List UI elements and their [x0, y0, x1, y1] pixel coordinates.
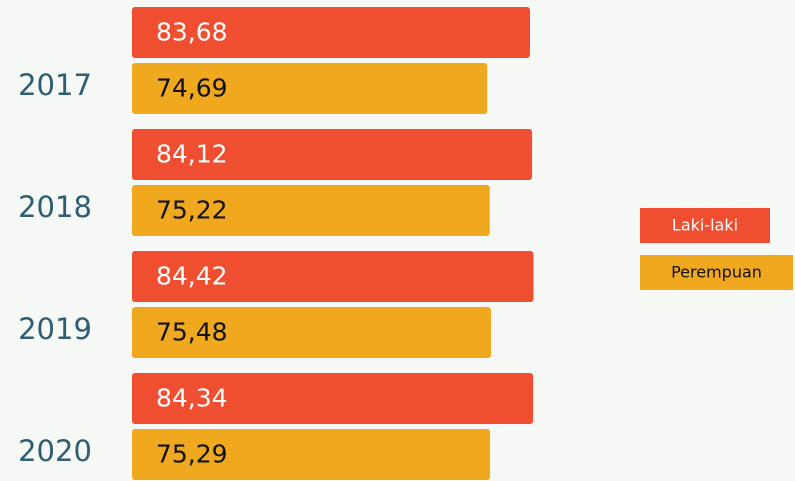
bar	[132, 129, 533, 180]
bar	[132, 251, 534, 302]
legend-label: Laki-laki	[672, 216, 738, 235]
bar	[132, 7, 530, 58]
value-label: 83,68	[156, 18, 228, 47]
value-label: 84,34	[156, 384, 228, 413]
legend-label: Perempuan	[671, 263, 762, 282]
legend-swatch	[640, 208, 770, 243]
category-label: 2019	[18, 312, 92, 346]
value-label: 74,69	[156, 74, 228, 103]
value-label: 75,22	[156, 196, 228, 225]
value-label: 75,29	[156, 440, 228, 469]
bar	[132, 429, 491, 480]
category-label: 2018	[18, 190, 92, 224]
bar	[132, 307, 491, 358]
value-label: 84,42	[156, 262, 228, 291]
bar	[132, 63, 488, 114]
category-label: 2017	[18, 68, 92, 102]
value-label: 84,12	[156, 140, 228, 169]
legend-swatch	[640, 255, 793, 290]
bar	[132, 373, 534, 424]
bar	[132, 185, 490, 236]
value-label: 75,48	[156, 318, 228, 347]
category-label: 2020	[18, 434, 92, 468]
